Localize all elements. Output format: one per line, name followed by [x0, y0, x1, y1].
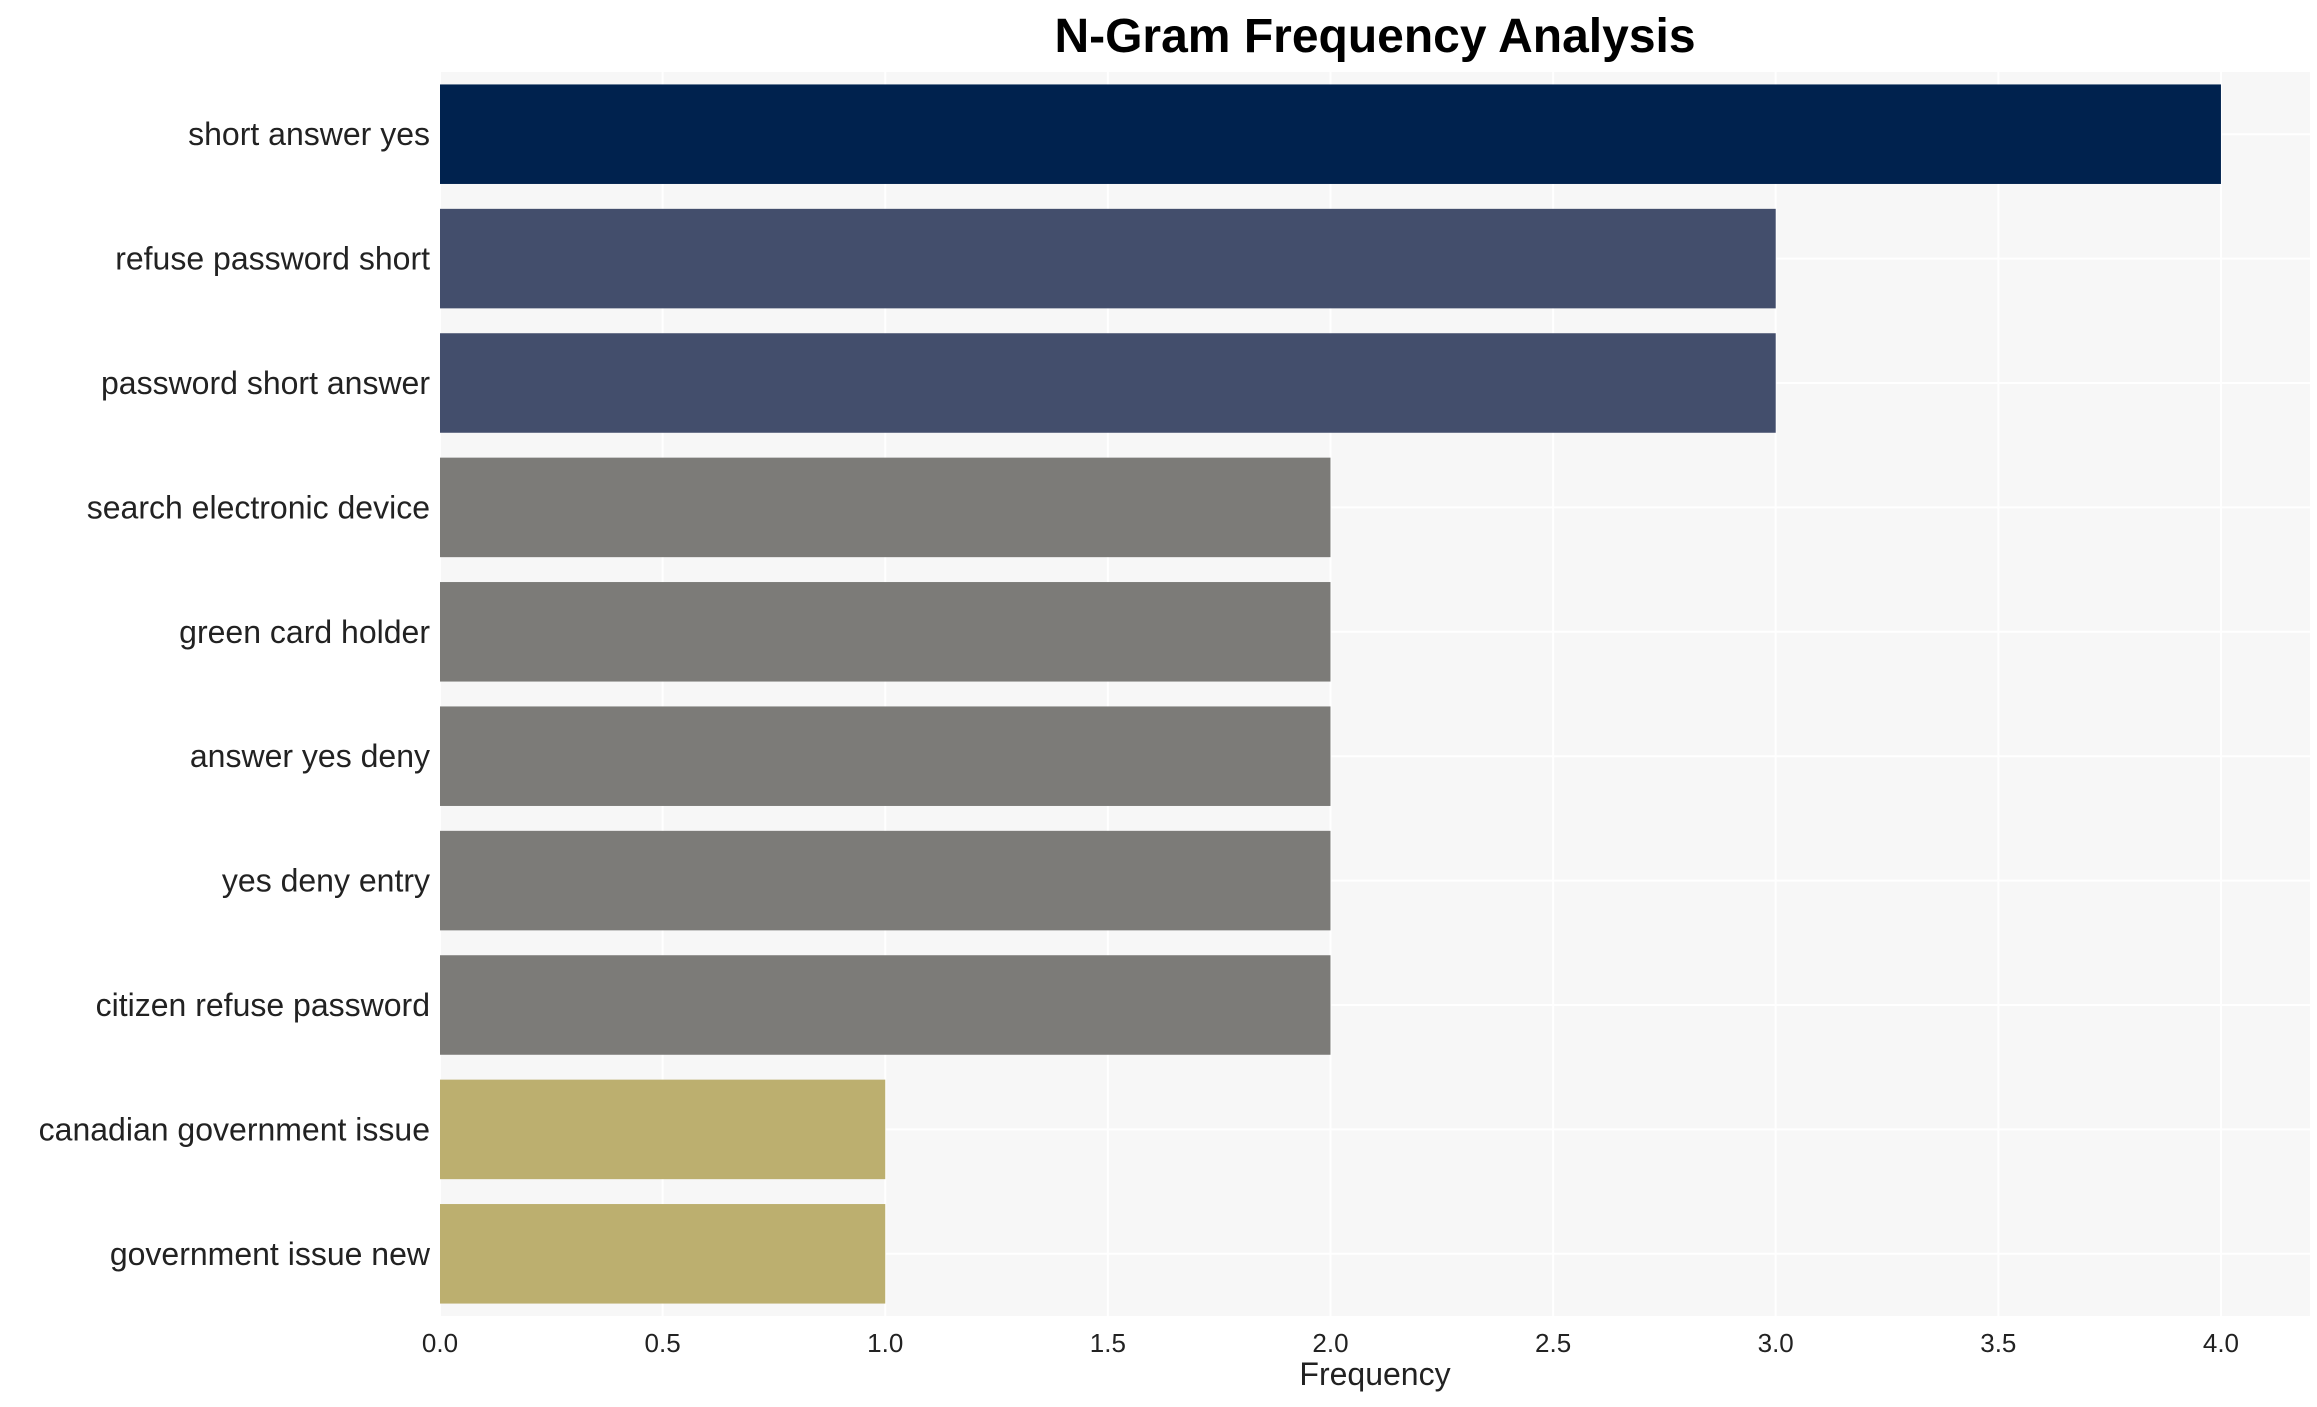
x-tick-label: 1.5 [1090, 1328, 1126, 1358]
y-tick-label: government issue new [110, 1236, 431, 1272]
bar-government-issue-new [440, 1204, 886, 1304]
y-tick-label: password short answer [101, 365, 430, 401]
y-tick-label: citizen refuse password [96, 987, 430, 1023]
chart-title: N-Gram Frequency Analysis [1054, 10, 1695, 63]
x-tick-label: 0.0 [422, 1328, 458, 1358]
x-tick-labels: 0.0 0.5 1.0 1.5 2.0 2.5 3.0 3.5 4.0 [422, 1328, 2239, 1358]
bar-short-answer-yes [440, 84, 2221, 184]
y-tick-label: short answer yes [188, 116, 430, 152]
bar-password-short-answer [440, 333, 1776, 433]
x-tick-label: 2.5 [1535, 1328, 1571, 1358]
x-axis-label: Frequency [1299, 1356, 1450, 1392]
bar-citizen-refuse-password [440, 955, 1331, 1055]
bar-yes-deny-entry [440, 830, 1331, 931]
x-tick-label: 1.0 [867, 1328, 903, 1358]
x-tick-label: 3.5 [1980, 1328, 2016, 1358]
y-tick-labels: short answer yes refuse password short pas… [39, 116, 431, 1272]
bar-refuse-password-short [440, 208, 1776, 309]
bars [440, 84, 2221, 1304]
bar-green-card-holder [440, 582, 1331, 682]
x-tick-label: 3.0 [1758, 1328, 1794, 1358]
x-tick-label: 4.0 [2203, 1328, 2239, 1358]
y-tick-label: refuse password short [115, 241, 430, 277]
bar-search-electronic-device [440, 457, 1331, 558]
y-tick-label: search electronic device [87, 489, 430, 525]
y-tick-label: answer yes deny [190, 738, 430, 774]
y-tick-label: canadian government issue [39, 1111, 430, 1147]
y-tick-label: yes deny entry [222, 863, 430, 899]
y-tick-label: green card holder [179, 614, 430, 650]
x-tick-label: 0.5 [645, 1328, 681, 1358]
bar-answer-yes-deny [440, 706, 1331, 806]
x-tick-label: 2.0 [1312, 1328, 1348, 1358]
bar-canadian-government-issue [440, 1079, 886, 1180]
